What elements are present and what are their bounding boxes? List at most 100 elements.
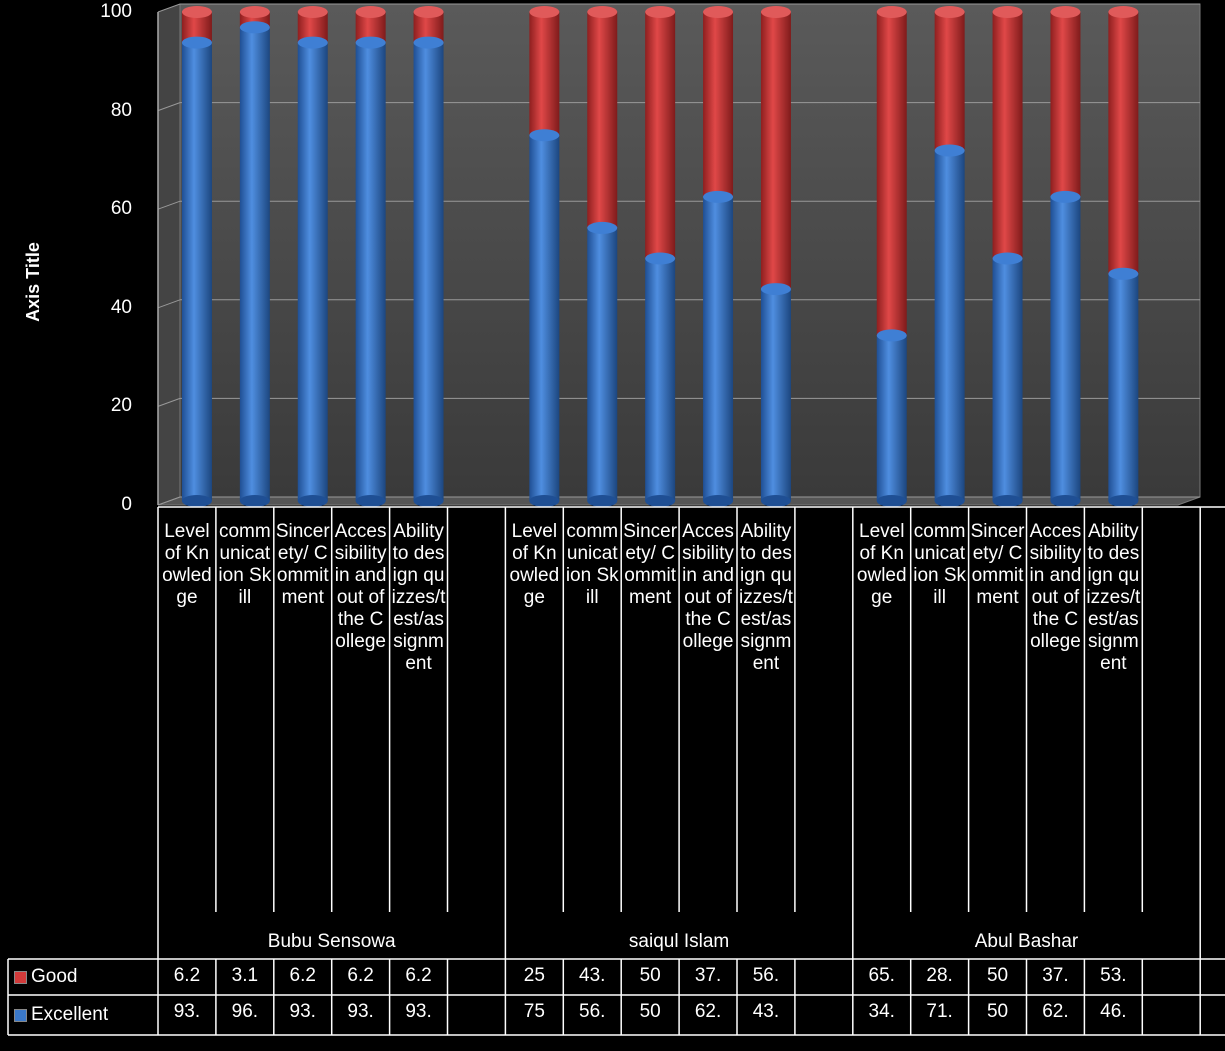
bar-stack bbox=[645, 6, 676, 507]
y-tick-label: 100 bbox=[100, 1, 132, 22]
data-table-value: 6.2 bbox=[289, 965, 316, 986]
data-table-value: 34. bbox=[868, 1001, 895, 1022]
data-table-value bbox=[448, 959, 506, 995]
bar-joint bbox=[645, 252, 676, 265]
bar-good bbox=[1108, 12, 1139, 274]
bar-good bbox=[1050, 12, 1081, 197]
bar-base bbox=[587, 495, 618, 507]
bar-stack bbox=[529, 6, 560, 507]
bar-base bbox=[876, 495, 907, 507]
y-tick-label: 40 bbox=[110, 296, 132, 318]
bar-stack bbox=[355, 6, 386, 507]
data-table-value: 6.2 bbox=[405, 965, 432, 986]
bar-excellent bbox=[239, 27, 270, 502]
bar-base bbox=[934, 495, 965, 507]
data-table-value bbox=[795, 959, 853, 995]
data-table-value: 56. bbox=[752, 965, 780, 986]
data-table-value: 25 bbox=[523, 965, 545, 986]
bar-good bbox=[703, 12, 734, 197]
y-tick-label: 80 bbox=[110, 99, 132, 121]
data-table-value: 93. bbox=[347, 1001, 374, 1022]
bar-base bbox=[529, 495, 560, 507]
data-table-value: 50 bbox=[986, 1001, 1009, 1022]
plot-area bbox=[157, 3, 1201, 506]
y-tick-label: 0 bbox=[121, 494, 132, 515]
bar-base bbox=[645, 495, 676, 507]
data-table-value bbox=[795, 995, 853, 1035]
bar-base bbox=[413, 495, 444, 507]
bar-stack bbox=[587, 6, 618, 507]
bar-excellent bbox=[181, 42, 212, 501]
category-label: Accessibility in and out of the College bbox=[334, 521, 387, 652]
data-table-value: 43. bbox=[752, 1001, 780, 1022]
bar-base bbox=[297, 495, 328, 507]
gridlines bbox=[157, 3, 1200, 506]
data-table-value: 46. bbox=[1100, 1001, 1127, 1022]
bar-excellent bbox=[413, 42, 444, 501]
bar-joint bbox=[934, 144, 965, 157]
bar-base bbox=[181, 495, 212, 507]
bar-excellent bbox=[297, 42, 328, 501]
data-table-value: 50 bbox=[986, 965, 1009, 986]
category-label: Level of Knowledge bbox=[856, 521, 907, 608]
bar-excellent bbox=[1050, 196, 1081, 501]
bar-stack bbox=[992, 6, 1023, 507]
bar-excellent bbox=[645, 258, 676, 501]
bar-joint bbox=[760, 283, 791, 296]
bar-joint bbox=[703, 190, 734, 203]
data-table-value bbox=[1142, 995, 1200, 1035]
bar-base bbox=[992, 495, 1023, 507]
category-label: Ability to design quizzes/test/assignmen… bbox=[739, 521, 793, 674]
bar-top bbox=[876, 6, 907, 18]
group-label: Bubu Sensowa bbox=[267, 931, 396, 952]
data-table-value: 37. bbox=[694, 965, 722, 986]
bar-top bbox=[413, 6, 444, 18]
data-table-value: 93. bbox=[405, 1001, 432, 1022]
bar-top bbox=[181, 6, 212, 18]
category-label: Accessibility in and out of the College bbox=[682, 521, 734, 652]
data-table-grid bbox=[7, 506, 1225, 1036]
bar-joint bbox=[529, 129, 560, 142]
bar-good bbox=[876, 12, 907, 336]
bar-excellent bbox=[934, 150, 965, 501]
bar-stack bbox=[239, 6, 270, 507]
bar-top bbox=[529, 6, 560, 18]
y-tick-label: 20 bbox=[110, 395, 132, 417]
y-axis-title: Axis Title bbox=[22, 242, 43, 322]
data-table-value: 93. bbox=[289, 1001, 316, 1022]
group-label: saiqul Islam bbox=[628, 931, 730, 952]
data-table-value: 28. bbox=[926, 965, 953, 986]
bar-joint bbox=[413, 36, 444, 49]
bar-base bbox=[1050, 495, 1081, 507]
category-label: communication Skill bbox=[565, 521, 619, 608]
data-table-value: 75 bbox=[523, 1001, 545, 1022]
category-label: Sincerety/ Commitment bbox=[623, 521, 678, 608]
legend-entry: Good bbox=[12, 959, 77, 995]
legend-swatch bbox=[14, 970, 27, 984]
bar-top bbox=[587, 6, 618, 18]
bar-good bbox=[934, 12, 965, 151]
data-table-value: 62. bbox=[1042, 1001, 1069, 1022]
legend-swatch bbox=[14, 1008, 27, 1022]
bar-excellent bbox=[1108, 273, 1139, 501]
data-table-value: 93. bbox=[173, 1001, 201, 1022]
bar-joint bbox=[1108, 267, 1139, 280]
bar-good bbox=[587, 12, 618, 228]
bar-top bbox=[1050, 6, 1081, 18]
bar-joint bbox=[992, 252, 1023, 265]
bar-good bbox=[645, 12, 676, 259]
bar-joint bbox=[1050, 190, 1081, 203]
bar-stack bbox=[297, 6, 328, 507]
bar-top bbox=[992, 6, 1023, 18]
data-table-value: 71. bbox=[926, 1001, 953, 1022]
legend-label: Good bbox=[31, 966, 78, 987]
bar-base bbox=[355, 495, 386, 507]
data-table-value: 53. bbox=[1100, 965, 1127, 986]
bar-stack bbox=[876, 6, 907, 507]
data-table-value: 65. bbox=[868, 965, 895, 986]
bar-excellent bbox=[355, 42, 386, 501]
bar-stack bbox=[413, 6, 444, 507]
bar-good bbox=[992, 12, 1023, 259]
data-table-value bbox=[1142, 959, 1200, 995]
